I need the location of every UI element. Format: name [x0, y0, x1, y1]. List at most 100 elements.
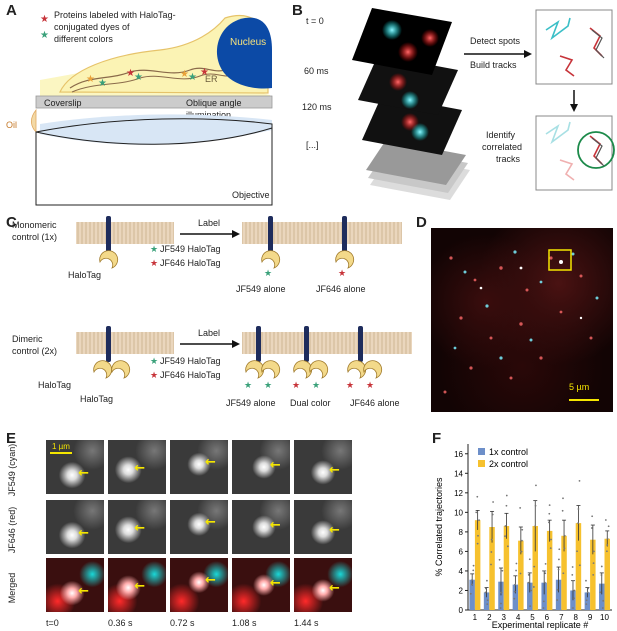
- jf646-alone-dimer: JF646 alone: [350, 398, 400, 408]
- x-axis-label: Experimental replicate #: [492, 620, 589, 630]
- replicate-dot: [520, 539, 523, 542]
- replicate-dot: [472, 569, 475, 572]
- svg-text:★: ★: [150, 356, 158, 366]
- scale-label-d: 5 µm: [569, 382, 590, 392]
- jf549-label-2: JF549 HaloTag: [160, 356, 221, 366]
- arrow-marker: ←: [134, 520, 146, 536]
- x-tick-label: 8: [573, 613, 578, 622]
- replicate-dot: [585, 599, 588, 602]
- membrane-dimer-left: [76, 332, 174, 354]
- replicate-dot: [505, 494, 508, 497]
- replicate-dot: [586, 591, 589, 594]
- legend-line-2: conjugated dyes of: [54, 22, 130, 32]
- bar-1x: [584, 592, 591, 610]
- replicate-dot: [585, 603, 588, 606]
- replicate-dot: [484, 591, 487, 594]
- jf646-label-1: JF646 HaloTag: [160, 258, 221, 268]
- replicate-dot: [578, 564, 581, 567]
- legend-star-green: ★: [40, 30, 49, 41]
- replicate-dot: [548, 504, 551, 507]
- replicate-dot: [571, 566, 574, 568]
- montage-tile: ←: [108, 440, 166, 494]
- replicate-dot: [573, 589, 576, 592]
- microscopy-image-d: 5 µm: [431, 228, 613, 412]
- mono-label-2: control (1x): [12, 232, 57, 242]
- replicate-dot: [505, 504, 508, 507]
- montage-tile: ←: [232, 558, 290, 612]
- replicate-dot: [602, 599, 605, 602]
- replicate-dot: [563, 547, 566, 550]
- svg-text:★: ★: [188, 72, 197, 83]
- replicate-dot: [605, 550, 608, 553]
- montage-tile: ←: [170, 500, 228, 554]
- identify-label-2: correlated: [482, 142, 522, 152]
- fluorophore-stars: ★ ★ ★ ★ ★ ★ ★: [86, 67, 209, 89]
- replicate-dot: [600, 574, 603, 576]
- x-tick-label: 4: [516, 613, 521, 622]
- bar-1x: [512, 584, 519, 610]
- replicate-dot: [592, 562, 595, 565]
- replicate-dot: [527, 581, 530, 584]
- time-label: 1.44 s: [294, 618, 319, 628]
- replicate-dot: [572, 607, 574, 609]
- label-arrow-text-2: Label: [198, 328, 220, 338]
- replicate-dot: [491, 513, 494, 516]
- arrow-marker: ←: [205, 455, 216, 471]
- arrow-marker: ←: [134, 578, 146, 594]
- time-more: [...]: [306, 140, 319, 150]
- y-tick-label: 16: [454, 450, 463, 459]
- replicate-dot: [577, 508, 580, 510]
- jf646-label-2: JF646 HaloTag: [160, 370, 221, 380]
- svg-text:★: ★: [180, 69, 189, 80]
- replicate-dot: [520, 550, 523, 553]
- y-tick-label: 10: [454, 508, 463, 517]
- replicate-dot: [501, 569, 504, 572]
- replicate-dot: [592, 550, 595, 553]
- replicate-dot: [492, 501, 494, 503]
- arrow-marker: ←: [78, 584, 89, 600]
- montage-tile: ←: [108, 500, 166, 554]
- nucleus: [216, 17, 272, 89]
- label-arrow-text-1: Label: [198, 218, 220, 228]
- montage-tile: ←: [108, 558, 166, 612]
- er-membrane-2: [71, 73, 236, 93]
- replicate-dot: [500, 602, 502, 605]
- replicate-dot: [590, 527, 593, 529]
- x-tick-label: 1: [473, 613, 478, 622]
- oil-label: Oil: [6, 120, 17, 130]
- replicate-dot: [548, 512, 551, 515]
- panel-c-illustration: Monomeric control (1x) HaloTag Label ★ J…: [12, 216, 412, 408]
- legend-line-1: Proteins labeled with HaloTag-: [54, 10, 176, 20]
- objective-body: [35, 118, 273, 206]
- replicate-dot: [534, 525, 537, 527]
- time-label: t=0: [46, 618, 59, 628]
- replicate-dot: [472, 564, 475, 567]
- replicate-dot: [476, 542, 479, 545]
- replicate-dot: [534, 504, 537, 507]
- objective-lens: [35, 127, 273, 145]
- bar-2x: [489, 527, 495, 610]
- arrow-marker: ←: [205, 515, 216, 531]
- detect-label-2: Build tracks: [470, 60, 517, 70]
- time-120ms: 120 ms: [302, 102, 332, 112]
- x-tick-label: 10: [600, 613, 609, 622]
- replicate-dot: [548, 521, 550, 524]
- dimer-label-1: Dimeric: [12, 334, 43, 344]
- replicate-dot: [470, 583, 473, 586]
- objective-label: Objective: [232, 190, 270, 200]
- bar-1x: [555, 579, 562, 610]
- zoom-box: [548, 249, 572, 271]
- svg-text:★: ★: [150, 244, 158, 254]
- x-tick-label: 3: [501, 613, 506, 622]
- jf549-alone-dimer: JF549 alone: [226, 398, 276, 408]
- replicate-dot: [506, 545, 509, 548]
- montage-tile: ←: [294, 558, 352, 612]
- replicate-dot: [562, 572, 565, 575]
- time-label: 0.36 s: [108, 618, 133, 628]
- time-label: 0.72 s: [170, 618, 195, 628]
- bar-2x: [503, 526, 510, 610]
- panel-letter-e: E: [6, 430, 17, 447]
- row-label-merged: Merged: [7, 572, 17, 604]
- legend-label-1x: 1x control: [489, 447, 528, 457]
